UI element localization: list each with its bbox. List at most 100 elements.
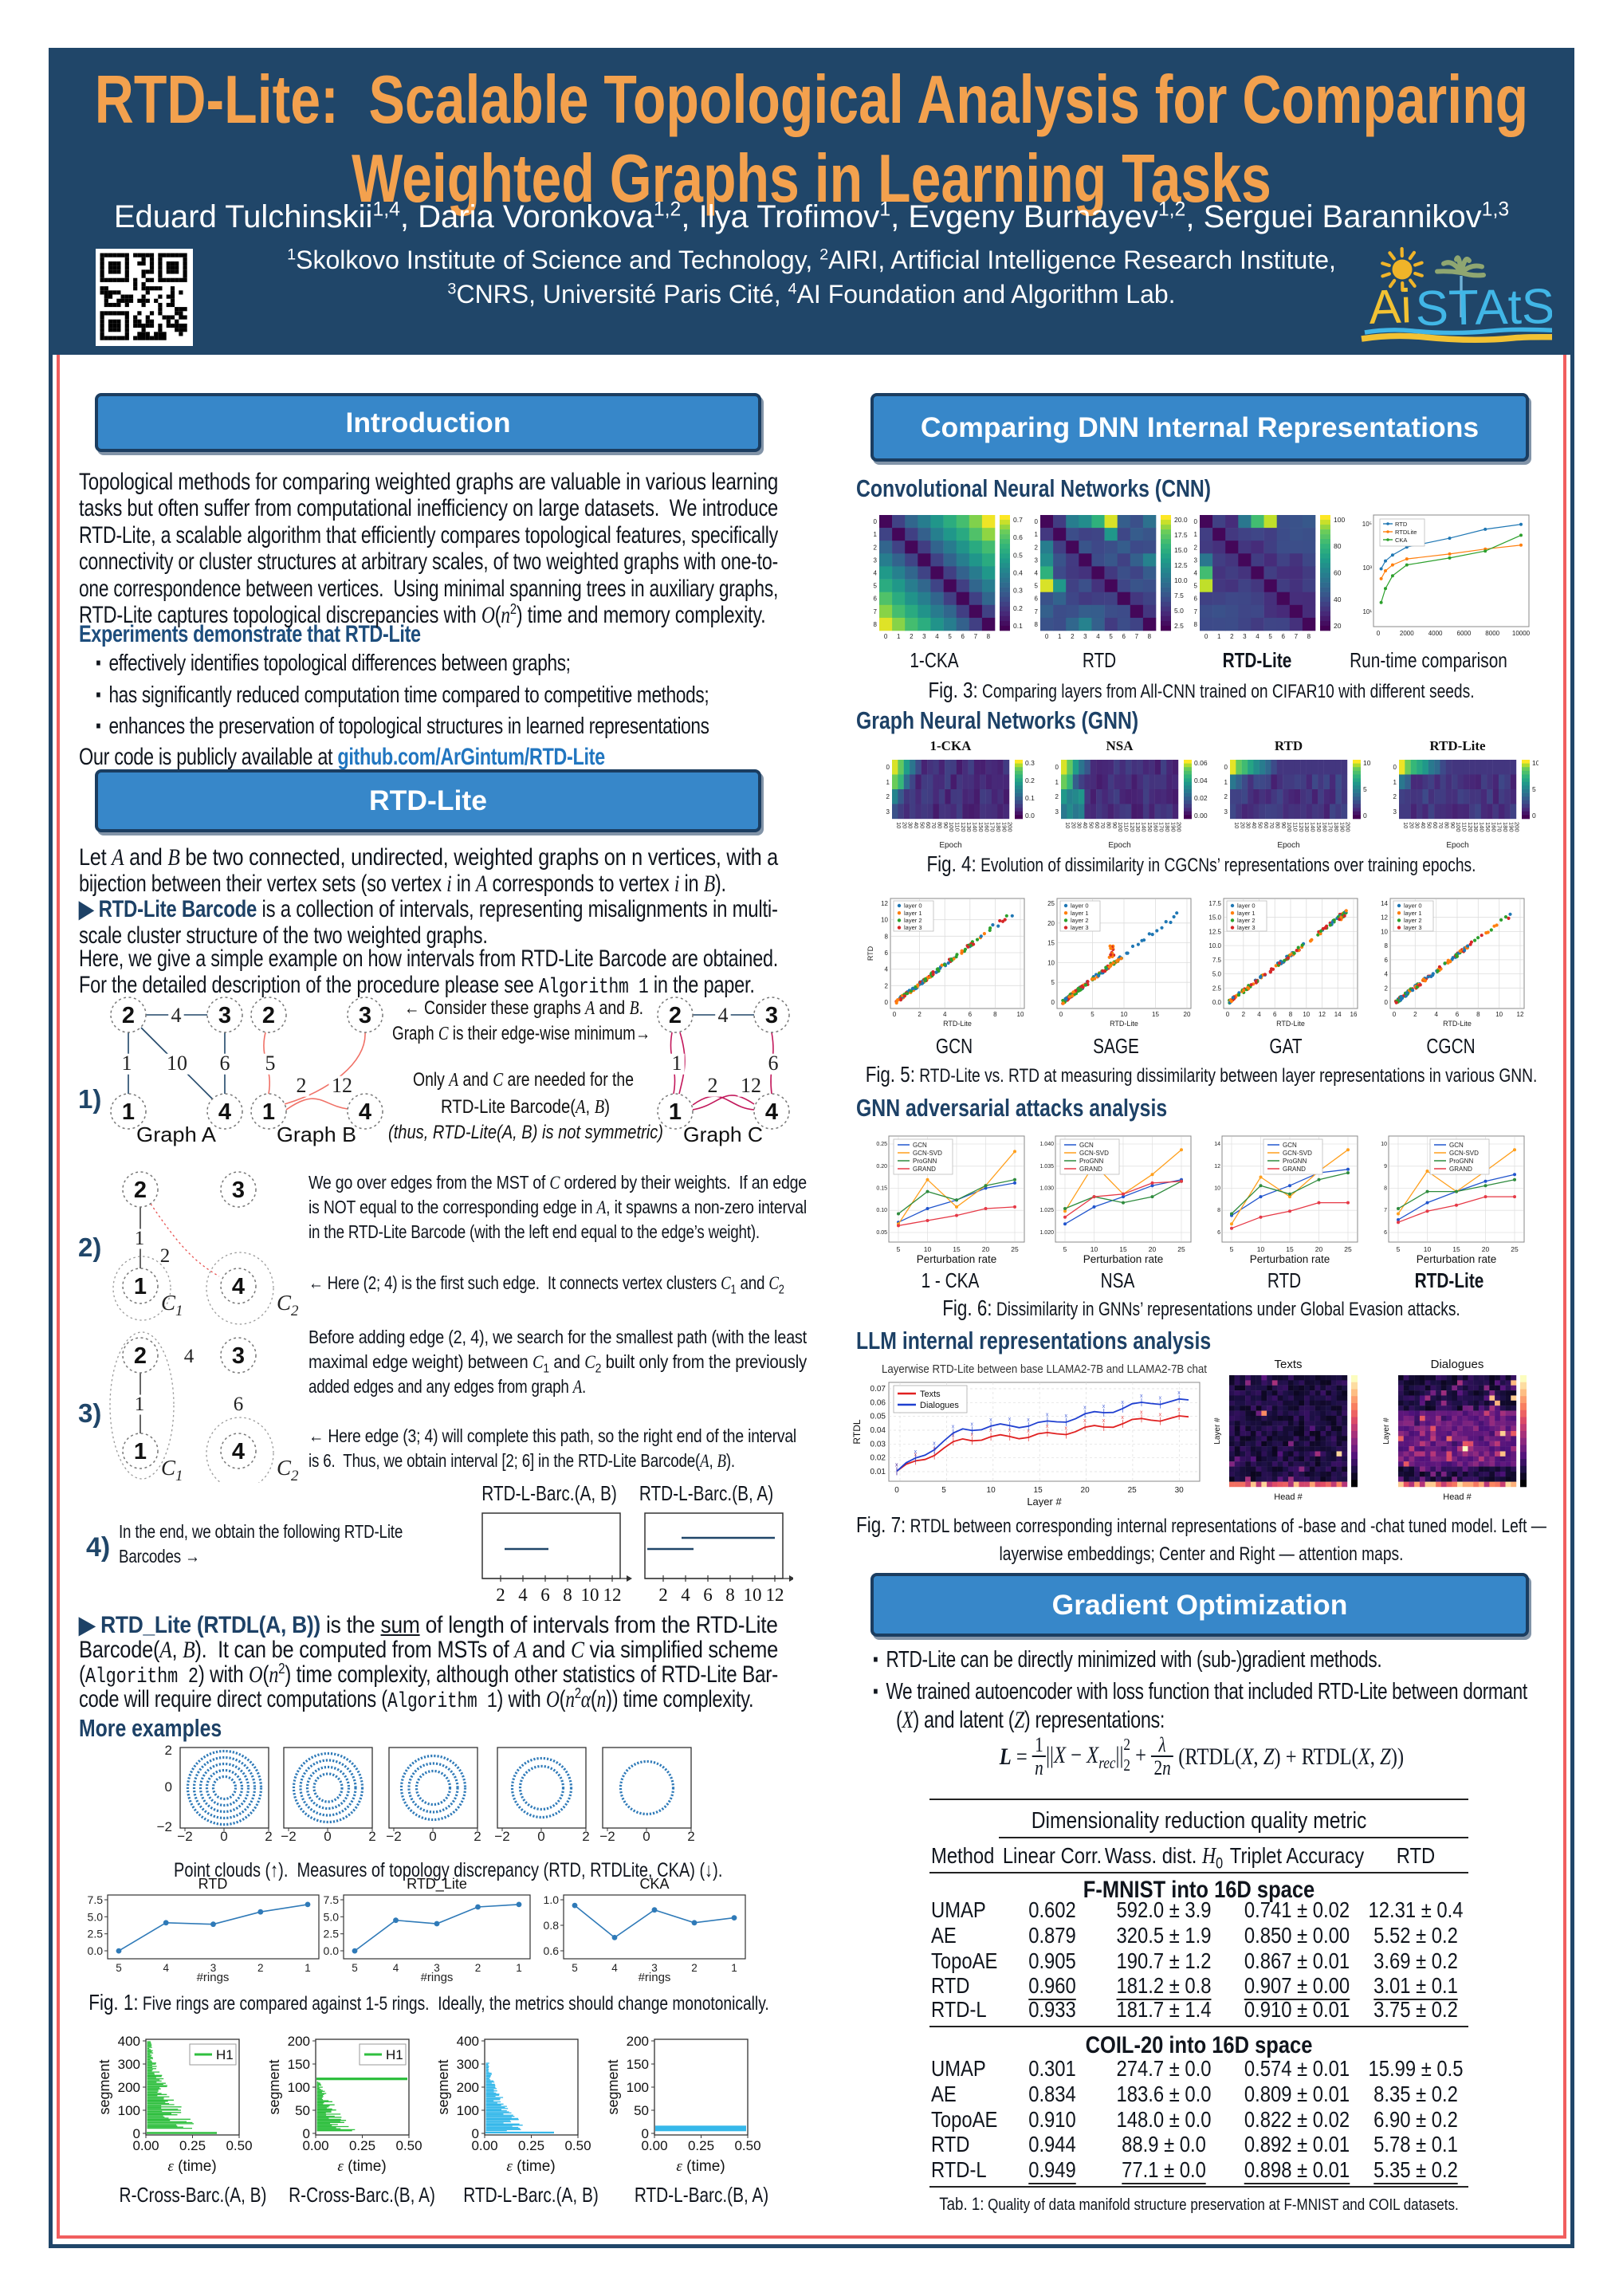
svg-text:4: 4	[718, 1004, 729, 1027]
svg-text:5: 5	[1063, 1245, 1067, 1253]
svg-text:2: 2	[160, 1245, 171, 1267]
svg-text:1.035: 1.035	[1039, 1164, 1054, 1170]
svg-text:3: 3	[210, 1962, 217, 1974]
svg-text:4: 4	[1256, 633, 1259, 640]
svg-text:Texts: Texts	[920, 1390, 941, 1399]
svg-text:180: 180	[1502, 822, 1509, 832]
svg-text:8: 8	[725, 1585, 735, 1605]
svg-text:80: 80	[1275, 822, 1282, 828]
svg-text:0: 0	[884, 633, 888, 640]
svg-text:0.6: 0.6	[1013, 533, 1023, 541]
svg-text:4: 4	[518, 1585, 528, 1605]
svg-text:0.01: 0.01	[870, 1468, 886, 1476]
svg-text:2: 2	[1071, 633, 1075, 640]
svg-text:90: 90	[1111, 822, 1118, 828]
svg-text:ProGNN: ProGNN	[913, 1158, 937, 1165]
svg-text:1: 1	[134, 1274, 147, 1299]
svg-text:20: 20	[1315, 1245, 1323, 1253]
svg-text:25: 25	[1128, 1486, 1138, 1495]
svg-text:160: 160	[1321, 822, 1328, 832]
svg-text:4: 4	[359, 1099, 371, 1125]
svg-text:5: 5	[897, 1245, 901, 1253]
svg-text:0.0: 0.0	[88, 1944, 104, 1957]
svg-text:x: x	[1159, 1413, 1162, 1418]
svg-text:Graph C is their edge-wise min: Graph C is their edge-wise minimum→	[392, 1023, 650, 1044]
svg-text:GRAND: GRAND	[1449, 1166, 1472, 1173]
svg-text:4: 4	[163, 1962, 169, 1974]
svg-text:10000: 10000	[1512, 630, 1531, 637]
svg-text:2000: 2000	[1400, 630, 1414, 637]
svg-text:12: 12	[1214, 1164, 1220, 1170]
svg-text:segment: segment	[96, 2059, 112, 2114]
svg-text:Layerwise RTD-Lite between bas: Layerwise RTD-Lite between base LLAMA2-7…	[882, 1362, 1208, 1376]
svg-text:1: 1	[134, 1439, 147, 1464]
svg-text:0.07: 0.07	[870, 1385, 886, 1394]
svg-text:7: 7	[1135, 633, 1139, 640]
svg-text:20: 20	[982, 1245, 990, 1253]
svg-text:2: 2	[1413, 1011, 1417, 1018]
svg-text:110: 110	[1123, 822, 1130, 832]
svg-text:Head #: Head #	[1274, 1492, 1303, 1502]
svg-text:2): 2)	[78, 1233, 101, 1262]
svg-text:20: 20	[1184, 1011, 1191, 1018]
svg-text:3: 3	[1393, 808, 1397, 816]
svg-text:12: 12	[332, 1074, 352, 1097]
svg-text:0.00: 0.00	[471, 2138, 497, 2153]
svg-text:5.0: 5.0	[1212, 971, 1222, 978]
svg-text:10: 10	[1495, 1011, 1503, 1018]
svg-text:40: 40	[1420, 822, 1427, 828]
svg-text:0.0: 0.0	[1025, 812, 1035, 820]
svg-text:x: x	[933, 1441, 936, 1447]
svg-text:8000: 8000	[1485, 630, 1499, 637]
svg-text:200: 200	[1176, 822, 1183, 832]
svg-text:1.040: 1.040	[1039, 1142, 1054, 1147]
svg-text:5: 5	[1532, 785, 1536, 793]
svg-text:0.0: 0.0	[324, 1944, 340, 1957]
svg-text:100: 100	[1117, 822, 1124, 832]
svg-text:0.5: 0.5	[1013, 551, 1023, 559]
svg-text:90: 90	[942, 822, 949, 828]
svg-text:10: 10	[1047, 959, 1055, 966]
svg-text:40: 40	[913, 822, 920, 828]
svg-text:#rings: #rings	[421, 1971, 454, 1984]
svg-text:10: 10	[1303, 1011, 1310, 1018]
svg-text:−2: −2	[157, 1819, 172, 1834]
svg-text:10: 10	[924, 1245, 932, 1253]
svg-text:10: 10	[167, 1052, 187, 1075]
svg-text:2: 2	[669, 1003, 682, 1028]
svg-text:GCN: GCN	[1449, 1142, 1464, 1149]
svg-text:0: 0	[894, 1486, 899, 1495]
svg-text:10: 10	[1381, 1142, 1387, 1147]
svg-text:10: 10	[1091, 1245, 1098, 1253]
svg-text:layer 3: layer 3	[1071, 924, 1089, 931]
svg-text:1: 1	[886, 779, 890, 786]
svg-text:x: x	[971, 1421, 974, 1427]
svg-text:2: 2	[918, 1011, 922, 1018]
svg-text:2: 2	[1385, 985, 1389, 992]
svg-text:50: 50	[634, 2103, 649, 2118]
svg-text:1: 1	[1035, 531, 1039, 538]
svg-text:50: 50	[1256, 822, 1263, 828]
svg-text:4: 4	[1385, 971, 1389, 978]
svg-text:Ai: Ai	[1368, 279, 1413, 334]
svg-text:1: 1	[262, 1099, 275, 1125]
svg-text:1.025: 1.025	[1039, 1208, 1054, 1213]
svg-text:14: 14	[1334, 1011, 1342, 1018]
svg-text:7: 7	[874, 608, 878, 615]
svg-text:8: 8	[987, 633, 991, 640]
svg-text:0: 0	[1224, 764, 1228, 771]
svg-text:300: 300	[118, 2057, 140, 2072]
svg-text:4: 4	[1434, 1011, 1438, 1018]
svg-text:−2: −2	[386, 1829, 401, 1844]
svg-text:x: x	[1140, 1394, 1143, 1399]
svg-text:0: 0	[874, 518, 878, 525]
svg-text:180: 180	[995, 822, 1002, 832]
svg-text:x: x	[1102, 1404, 1106, 1409]
svg-text:4: 4	[1257, 1011, 1261, 1018]
svg-text:layer 1: layer 1	[904, 910, 922, 917]
svg-text:4: 4	[171, 1004, 182, 1027]
svg-text:180: 180	[1333, 822, 1340, 832]
svg-text:Layer #: Layer #	[1213, 1417, 1222, 1445]
svg-text:6: 6	[969, 1011, 973, 1018]
svg-text:160: 160	[1152, 822, 1159, 832]
